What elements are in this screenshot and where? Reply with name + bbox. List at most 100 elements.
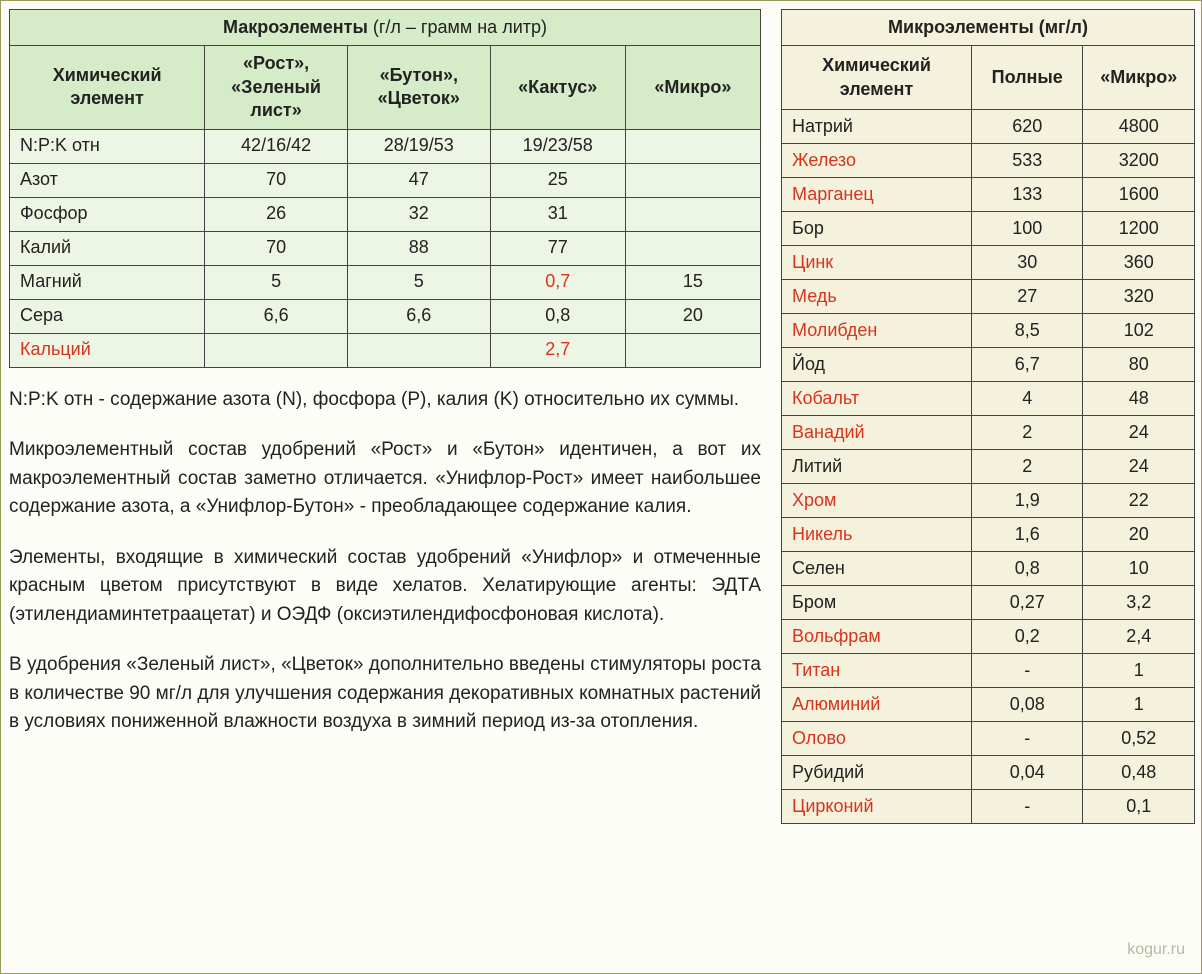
- micro-head-full: Полные: [971, 46, 1083, 110]
- element-label: Литий: [782, 450, 972, 484]
- prose-block: N:P:K отн - содержание азота (N), фосфор…: [9, 386, 761, 737]
- element-label: Медь: [782, 280, 972, 314]
- value-cell: [625, 333, 760, 367]
- macro-title: Макроэлементы (г/л – грамм на литр): [10, 10, 761, 46]
- table-row: Рубидий0,040,48: [782, 756, 1195, 790]
- watermark: kogur.ru: [1127, 941, 1185, 959]
- table-row: Цирконий-0,1: [782, 790, 1195, 824]
- table-row: Алюминий0,081: [782, 688, 1195, 722]
- macro-head-mikro: «Микро»: [625, 46, 760, 129]
- value-cell: 5: [205, 265, 348, 299]
- value-cell: 6,6: [347, 299, 490, 333]
- value-cell: 31: [490, 197, 625, 231]
- value-cell: 1200: [1083, 212, 1195, 246]
- value-cell: 0,7: [490, 265, 625, 299]
- table-row: Йод6,780: [782, 348, 1195, 382]
- element-label: Титан: [782, 654, 972, 688]
- value-cell: 0,08: [971, 688, 1083, 722]
- element-label: Магний: [10, 265, 205, 299]
- element-label: Натрий: [782, 110, 972, 144]
- element-label: Железо: [782, 144, 972, 178]
- element-label: Фосфор: [10, 197, 205, 231]
- value-cell: 0,1: [1083, 790, 1195, 824]
- value-cell: [625, 231, 760, 265]
- element-label: Алюминий: [782, 688, 972, 722]
- table-row: Титан-1: [782, 654, 1195, 688]
- value-cell: 48: [1083, 382, 1195, 416]
- table-row: Хром1,922: [782, 484, 1195, 518]
- element-label: N:P:K отн: [10, 129, 205, 163]
- macro-head-kaktus: «Кактус»: [490, 46, 625, 129]
- element-label: Рубидий: [782, 756, 972, 790]
- value-cell: 6,7: [971, 348, 1083, 382]
- value-cell: [625, 197, 760, 231]
- value-cell: 88: [347, 231, 490, 265]
- value-cell: 10: [1083, 552, 1195, 586]
- value-cell: 4: [971, 382, 1083, 416]
- value-cell: 2: [971, 450, 1083, 484]
- value-cell: -: [971, 654, 1083, 688]
- value-cell: 6,6: [205, 299, 348, 333]
- value-cell: 2,7: [490, 333, 625, 367]
- macro-table: Макроэлементы (г/л – грамм на литр) Хими…: [9, 9, 761, 368]
- value-cell: 533: [971, 144, 1083, 178]
- macro-head-rost: «Рост», «Зеленый лист»: [205, 46, 348, 129]
- element-label: Молибден: [782, 314, 972, 348]
- micro-head-mikro: «Микро»: [1083, 46, 1195, 110]
- table-row: Вольфрам0,22,4: [782, 620, 1195, 654]
- macro-head-buton: «Бутон», «Цветок»: [347, 46, 490, 129]
- prose-p2: Микроэлементный состав удобрений «Рост» …: [9, 436, 761, 522]
- value-cell: 26: [205, 197, 348, 231]
- table-row: Кобальт448: [782, 382, 1195, 416]
- value-cell: 133: [971, 178, 1083, 212]
- table-row: Калий708877: [10, 231, 761, 265]
- element-label: Никель: [782, 518, 972, 552]
- value-cell: 42/16/42: [205, 129, 348, 163]
- value-cell: 1: [1083, 654, 1195, 688]
- value-cell: 20: [1083, 518, 1195, 552]
- value-cell: 0,27: [971, 586, 1083, 620]
- table-row: Кальций 2,7: [10, 333, 761, 367]
- value-cell: 0,48: [1083, 756, 1195, 790]
- value-cell: 1,6: [971, 518, 1083, 552]
- value-cell: 1,9: [971, 484, 1083, 518]
- table-row: Фосфор263231: [10, 197, 761, 231]
- table-row: Олово-0,52: [782, 722, 1195, 756]
- prose-p3: Элементы, входящие в химический состав у…: [9, 544, 761, 630]
- value-cell: 32: [347, 197, 490, 231]
- table-row: Магний550,715: [10, 265, 761, 299]
- value-cell: 24: [1083, 450, 1195, 484]
- value-cell: 360: [1083, 246, 1195, 280]
- table-row: Литий224: [782, 450, 1195, 484]
- value-cell: [205, 333, 348, 367]
- value-cell: 28/19/53: [347, 129, 490, 163]
- value-cell: 0,52: [1083, 722, 1195, 756]
- value-cell: 4800: [1083, 110, 1195, 144]
- element-label: Йод: [782, 348, 972, 382]
- value-cell: 0,2: [971, 620, 1083, 654]
- element-label: Цирконий: [782, 790, 972, 824]
- value-cell: 0,04: [971, 756, 1083, 790]
- value-cell: 22: [1083, 484, 1195, 518]
- micro-title: Микроэлементы (мг/л): [782, 10, 1195, 46]
- value-cell: 70: [205, 163, 348, 197]
- value-cell: 100: [971, 212, 1083, 246]
- table-row: Медь27320: [782, 280, 1195, 314]
- value-cell: 20: [625, 299, 760, 333]
- table-row: Азот704725: [10, 163, 761, 197]
- table-row: Железо5333200: [782, 144, 1195, 178]
- value-cell: 30: [971, 246, 1083, 280]
- value-cell: [625, 129, 760, 163]
- element-label: Бор: [782, 212, 972, 246]
- macro-head-element: Химический элемент: [10, 46, 205, 129]
- table-row: Ванадий224: [782, 416, 1195, 450]
- element-label: Бром: [782, 586, 972, 620]
- element-label: Ванадий: [782, 416, 972, 450]
- value-cell: -: [971, 722, 1083, 756]
- prose-p4: В удобрения «Зеленый лист», «Цветок» доп…: [9, 651, 761, 737]
- element-label: Азот: [10, 163, 205, 197]
- element-label: Цинк: [782, 246, 972, 280]
- element-label: Кальций: [10, 333, 205, 367]
- element-label: Калий: [10, 231, 205, 265]
- value-cell: 2: [971, 416, 1083, 450]
